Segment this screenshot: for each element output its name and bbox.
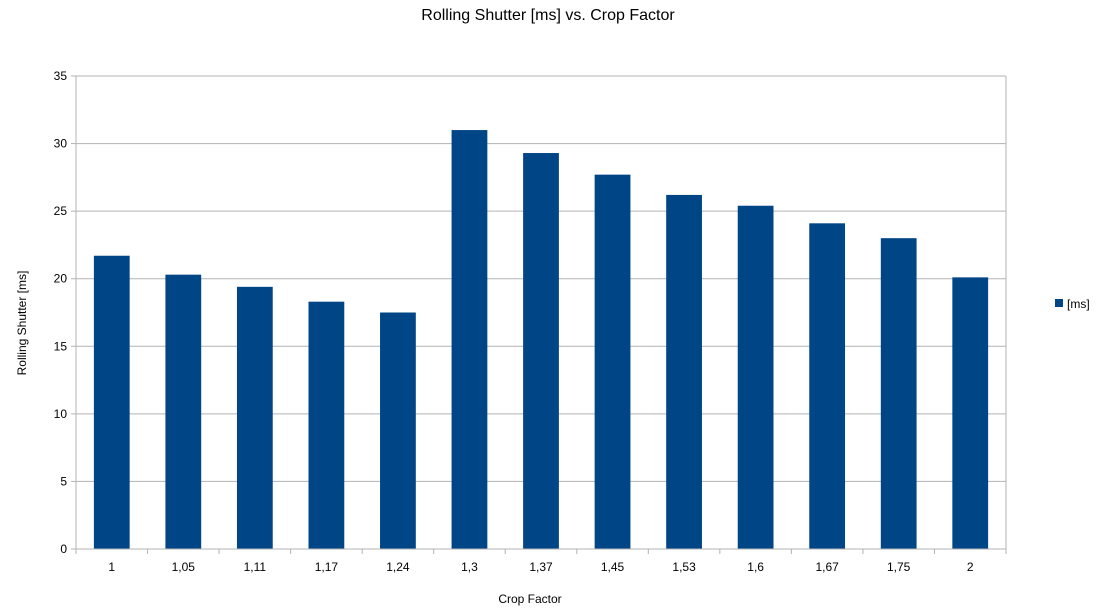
x-tick-label: 1,75 (887, 560, 911, 574)
x-tick-label: 1,45 (601, 560, 625, 574)
x-tick-label: 1,3 (461, 560, 478, 574)
y-tick-label: 10 (54, 407, 68, 421)
axes (71, 75, 1007, 554)
x-tick-label: 1,24 (386, 560, 410, 574)
y-tick-labels: 0 5 10 15 20 25 30 35 (54, 69, 68, 556)
x-tick-label: 1,53 (672, 560, 696, 574)
y-tick-label: 5 (60, 474, 67, 488)
legend: [ms] (1055, 297, 1090, 311)
x-tick-labels: 1 1,05 1,11 1,17 1,24 1,3 1,37 1,45 1,53 1,6 1,67 1… (108, 560, 973, 574)
bar (451, 130, 488, 550)
x-tick-label: 1,05 (172, 560, 196, 574)
legend-label: [ms] (1067, 297, 1090, 311)
x-tick-label: 1 (108, 560, 115, 574)
x-tick-label: 1,17 (315, 560, 339, 574)
bar (666, 194, 702, 549)
x-tick-label: 1,6 (747, 560, 764, 574)
y-tick-label: 30 (54, 137, 68, 151)
x-tick-label: 1,37 (529, 560, 553, 574)
x-tick-label: 1,67 (815, 560, 839, 574)
bar (236, 286, 273, 549)
bar (737, 205, 774, 550)
x-tick-label: 2 (967, 560, 974, 574)
bars (93, 130, 989, 550)
bar (93, 255, 130, 550)
bar (308, 301, 345, 549)
bar (594, 174, 631, 549)
y-tick-label: 25 (54, 204, 68, 218)
legend-swatch (1055, 299, 1063, 307)
bar (523, 153, 559, 549)
chart-title: Rolling Shutter [ms] vs. Crop Factor (421, 7, 675, 24)
y-tick-label: 0 (60, 542, 67, 556)
y-tick-label: 35 (54, 69, 68, 83)
y-axis-label: Rolling Shutter [ms] (15, 271, 29, 376)
bar (165, 274, 202, 549)
bar (380, 312, 416, 549)
bar (880, 238, 917, 549)
x-axis-label: Crop Factor (498, 592, 561, 606)
bar (809, 223, 846, 549)
y-tick-label: 20 (54, 272, 68, 286)
bar (952, 277, 989, 549)
x-tick-label: 1,11 (244, 560, 267, 574)
y-tick-label: 15 (54, 339, 68, 353)
